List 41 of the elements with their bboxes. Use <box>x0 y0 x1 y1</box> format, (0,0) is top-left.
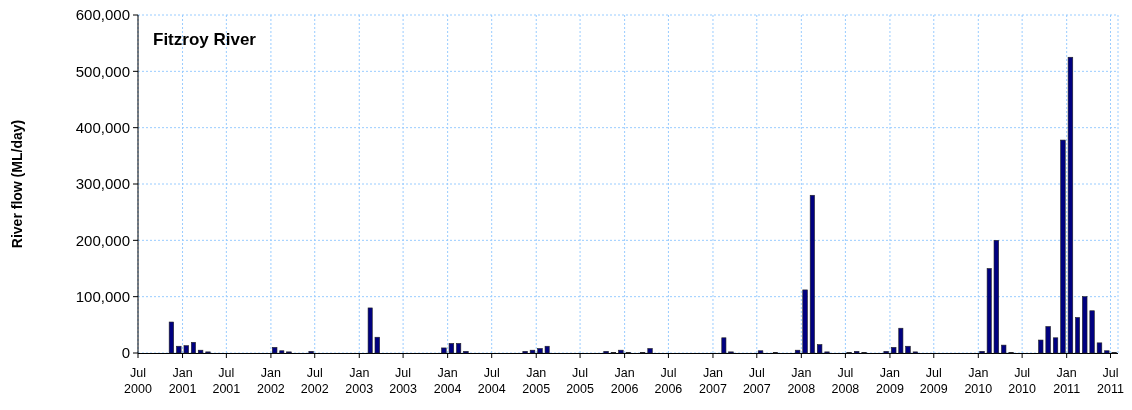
x-tick-label: Jan 2004 <box>433 366 462 396</box>
y-axis-title: River flow (ML/day) <box>9 119 25 249</box>
bar <box>529 349 536 354</box>
x-tick-label: Jul 2007 <box>742 366 771 396</box>
bar <box>757 350 764 354</box>
y-tick-label: 300,000 <box>75 175 130 193</box>
x-tick-label: Jul 2009 <box>919 366 948 396</box>
text: Fitzroy River <box>153 30 257 49</box>
x-tick-label: Jul 2003 <box>389 366 418 396</box>
x-tick-label: Jan 2006 <box>610 366 639 396</box>
x-tick-label: Jan 2003 <box>345 366 374 396</box>
x-tick-label: Jul 2008 <box>831 366 860 396</box>
x-tick-label: Jul 2004 <box>477 366 506 396</box>
y-tick-label: 500,000 <box>75 62 130 80</box>
x-tick-label: Jan 2009 <box>876 366 904 396</box>
x-tick-label: Jul 2010 <box>1008 366 1037 396</box>
bar <box>456 343 462 354</box>
x-tick-label: Jan 2005 <box>522 366 551 396</box>
x-tick-label: Jan 2002 <box>257 366 285 396</box>
bar <box>168 321 174 354</box>
bar <box>1052 337 1059 354</box>
y-tick-label: 400,000 <box>75 118 130 136</box>
x-tick-label: Jan 2001 <box>168 366 197 396</box>
bar <box>191 342 196 354</box>
y-tick-label: 600,000 <box>75 6 130 24</box>
x-tick-label: Jul 2006 <box>654 366 683 396</box>
y-tick-label: 100,000 <box>75 287 130 305</box>
y-tick-label: 0 <box>121 344 130 362</box>
bar <box>809 194 815 354</box>
x-tick-label: Jul 2000 <box>124 366 152 396</box>
x-tick-label: Jul 2002 <box>300 366 329 396</box>
x-tick-label: Jul 2001 <box>212 366 241 396</box>
x-tick-label: Jul 2005 <box>566 366 595 396</box>
y-tick-label: 200,000 <box>75 231 130 249</box>
x-tick-label: Jan 2011 <box>1053 366 1081 396</box>
x-tick-label: Jul 2011 <box>1097 366 1124 396</box>
x-tick-label: Jan 2010 <box>964 366 993 396</box>
bar <box>1075 317 1080 354</box>
bar <box>1096 342 1103 354</box>
x-tick-label: Jan 2007 <box>699 366 727 396</box>
x-tick-label: Jan 2008 <box>787 366 816 396</box>
